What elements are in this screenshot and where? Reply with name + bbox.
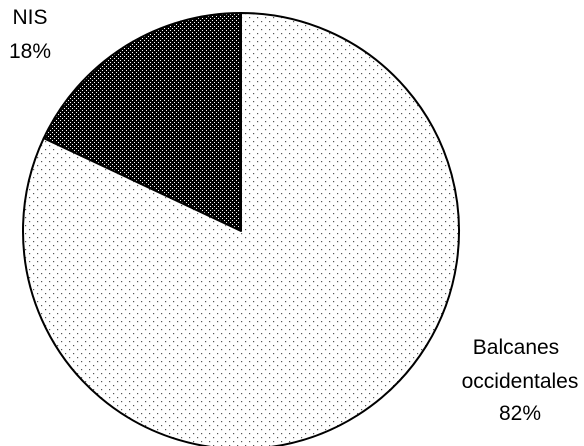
pie-slices xyxy=(22,12,461,446)
slice-label-balcanes-percent: 82% xyxy=(499,402,541,425)
slice-label-balcanes-line2: occidentales xyxy=(462,370,579,393)
slice-label-balcanes-line1: Balcanes xyxy=(473,336,559,359)
slice-label-nis-category: NIS xyxy=(12,6,47,29)
pie-slice-balcanes-occidentales xyxy=(22,12,461,446)
slice-label-nis-percent: 18% xyxy=(9,40,51,63)
pie-slice-nis xyxy=(42,12,242,232)
